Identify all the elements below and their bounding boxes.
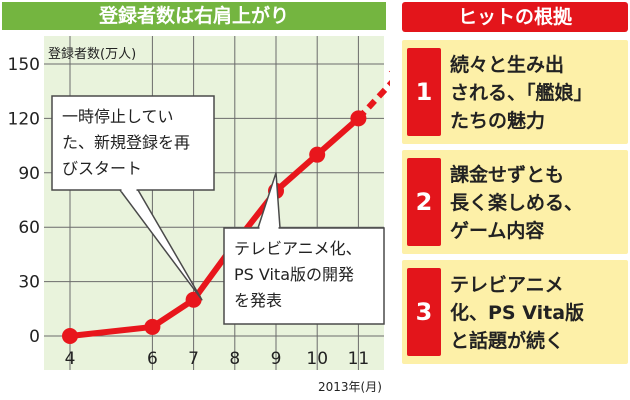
y-tick-label: 120 — [8, 109, 40, 129]
annotation-text: テレビアニメ化、 PS Vita版の開発を発表 — [234, 239, 362, 310]
x-tick-label: 10 — [306, 349, 328, 369]
reason-item-3: 3 テレビアニメ 化、PS Vita版 と話題が続く — [402, 260, 628, 364]
reason-number: 2 — [407, 158, 441, 246]
x-tick-label: 8 — [229, 349, 240, 369]
annotation-line: 一時停止してい — [62, 107, 174, 126]
reason-number: 1 — [407, 48, 441, 136]
chart-title: 登録者数は右肩上がり — [2, 2, 386, 30]
side-title: ヒットの根拠 — [402, 2, 628, 32]
callout-box — [223, 227, 385, 325]
x-tick-label: 7 — [188, 349, 199, 369]
annotation-line: た、新規登録を再 — [62, 133, 190, 152]
callout-box — [51, 95, 215, 191]
reason-item-1: 1 続々と生み出 される、「艦娘」 たちの魅力 — [402, 40, 628, 144]
projection-arrowhead — [388, 70, 390, 73]
annotation-line: テレビアニメ化、 — [234, 239, 362, 258]
x-axis-label: 2013年(月) — [318, 380, 382, 394]
annotation-line: PS Vita版の開発 — [234, 265, 354, 284]
data-point — [62, 328, 78, 344]
annotation-text: 一時停止していた、新規登録を再びスタート — [62, 107, 190, 178]
y-tick-label: 0 — [29, 327, 40, 347]
x-tick-label: 6 — [147, 349, 158, 369]
reason-text: テレビアニメ 化、PS Vita版 と話題が続く — [450, 274, 585, 352]
projection-line — [356, 80, 390, 121]
reason-text: 課金せずとも 長く楽しめる、 ゲーム内容 — [450, 164, 584, 242]
annotation-callout: 一時停止していた、新規登録を再びスタート — [51, 95, 215, 301]
hit-reasons-panel: ヒットの根拠 1 続々と生み出 される、「艦娘」 たちの魅力 2 課金せずとも … — [402, 2, 628, 398]
y-tick-label: 150 — [8, 55, 40, 75]
x-tick-label: 4 — [65, 349, 76, 369]
data-point — [309, 146, 326, 163]
reason-item-2: 2 課金せずとも 長く楽しめる、 ゲーム内容 — [402, 150, 628, 254]
x-tick-label: 11 — [348, 349, 370, 369]
y-tick-label: 60 — [18, 218, 40, 238]
y-tick-label: 30 — [18, 273, 40, 293]
y-tick-label: 90 — [18, 164, 40, 184]
annotation-line: びスタート — [62, 159, 142, 178]
line-chart: 0 30 60 90 120 150 4 6 7 8 9 10 11 12 登録者数(万人) 一時停止してい… — [8, 36, 390, 370]
x-tick-label: 9 — [271, 349, 282, 369]
x-tick-label: 12 — [389, 349, 390, 369]
y-axis-label: 登録者数(万人) — [48, 47, 136, 62]
axes: 0 30 60 90 120 150 4 6 7 8 9 10 11 12 登録者数(万人) — [8, 47, 390, 369]
reason-text: 続々と生み出 される、「艦娘」 たちの魅力 — [450, 54, 593, 132]
data-point — [144, 318, 161, 335]
annotation-callout: テレビアニメ化、 PS Vita版の開発を発表 — [223, 172, 385, 325]
annotation-line: を発表 — [234, 291, 282, 310]
reason-number: 3 — [407, 268, 441, 356]
data-point — [350, 110, 367, 127]
data-point — [185, 291, 202, 308]
chart-panel: 0 30 60 90 120 150 4 6 7 8 9 10 11 12 登録者数(万人) 一時停止してい… — [2, 2, 390, 394]
